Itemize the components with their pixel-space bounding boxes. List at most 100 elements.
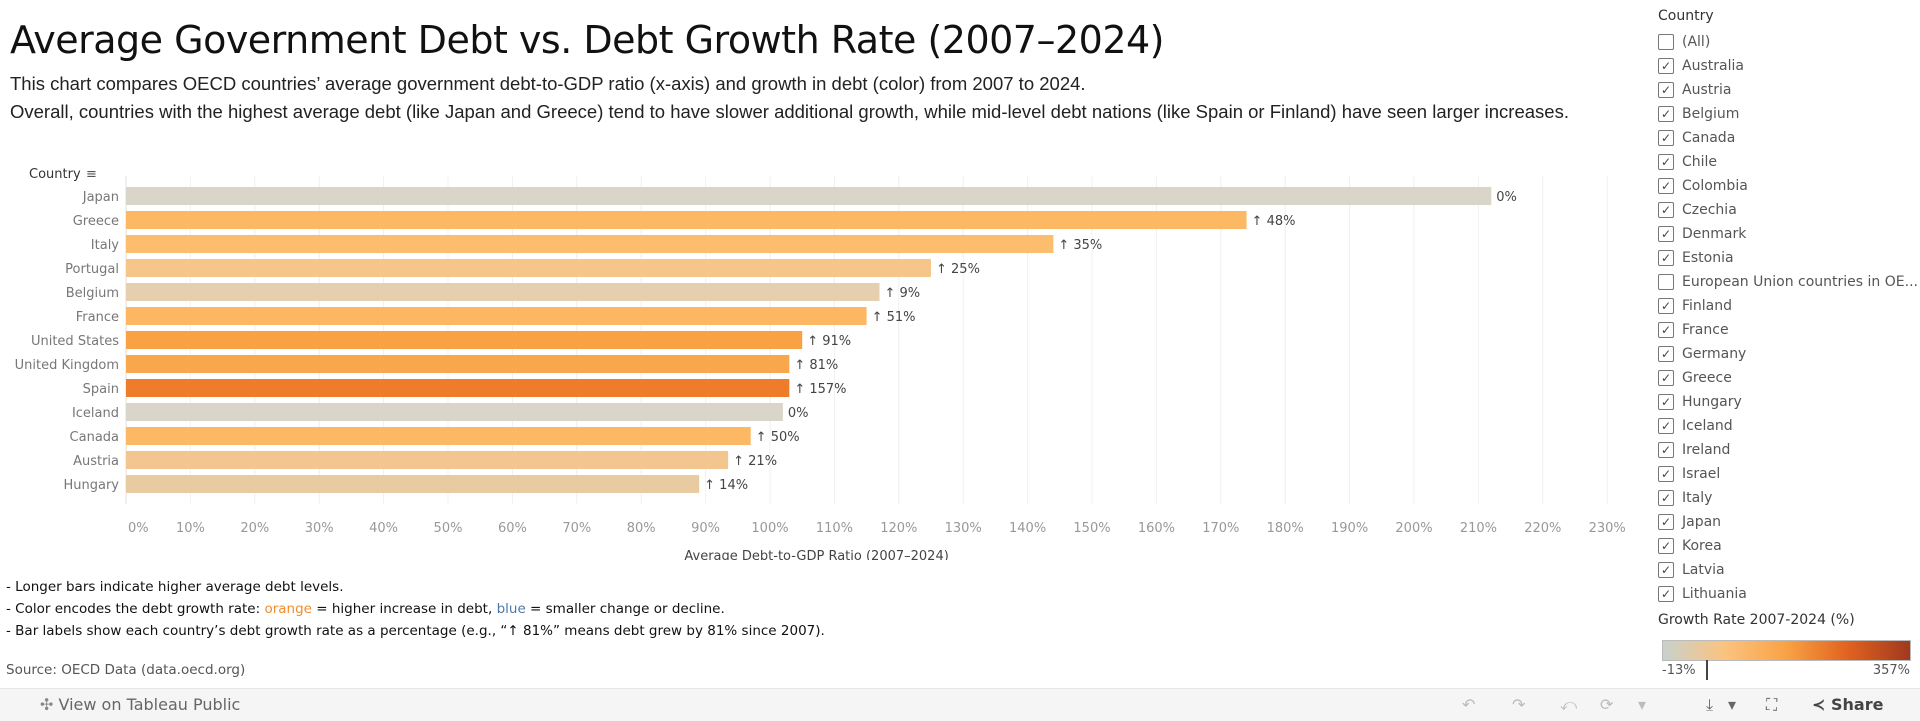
checkbox-checked-icon[interactable]: ✓: [1658, 58, 1674, 74]
sort-icon[interactable]: ≡: [86, 167, 97, 182]
filter-item[interactable]: ✓ Chile: [1658, 150, 1920, 174]
checkbox-checked-icon[interactable]: ✓: [1658, 418, 1674, 434]
refresh-icon[interactable]: ⟳: [1600, 695, 1614, 714]
checkbox-unchecked-icon[interactable]: [1658, 34, 1674, 50]
fullscreen-icon[interactable]: ⛶: [1766, 695, 1778, 714]
bar: [126, 235, 1054, 253]
filter-item[interactable]: ✓ Hungary: [1658, 390, 1920, 414]
filter-item[interactable]: ✓ Colombia: [1658, 174, 1920, 198]
filter-item-label: Lithuania: [1682, 586, 1747, 602]
checkbox-checked-icon[interactable]: ✓: [1658, 250, 1674, 266]
note-text: = higher increase in debt,: [311, 601, 497, 617]
checkbox-checked-icon[interactable]: ✓: [1658, 466, 1674, 482]
filter-item[interactable]: ✓ Belgium: [1658, 102, 1920, 126]
category-label: Iceland: [72, 406, 119, 421]
filter-item[interactable]: European Union countries in OE...: [1658, 270, 1920, 294]
category-label: Japan: [82, 190, 119, 205]
data-label: ↑ 81%: [794, 358, 838, 373]
bar: [126, 187, 1492, 205]
row-header: Country: [29, 167, 81, 182]
data-label: ↑ 157%: [794, 382, 846, 397]
download-icon[interactable]: ⤓: [1706, 695, 1714, 714]
filter-item[interactable]: ✓ France: [1658, 318, 1920, 342]
filter-item-label: Korea: [1682, 538, 1722, 554]
tableau-logo-icon: ✣: [40, 695, 54, 714]
note-line: - Longer bars indicate higher average de…: [6, 579, 344, 595]
checkbox-checked-icon[interactable]: ✓: [1658, 394, 1674, 410]
filter-item[interactable]: ✓ Estonia: [1658, 246, 1920, 270]
bar: [126, 331, 803, 349]
checkbox-checked-icon[interactable]: ✓: [1658, 562, 1674, 578]
checkbox-checked-icon[interactable]: ✓: [1658, 202, 1674, 218]
checkbox-checked-icon[interactable]: ✓: [1658, 178, 1674, 194]
filter-item[interactable]: ✓ Germany: [1658, 342, 1920, 366]
filter-item[interactable]: ✓ Israel: [1658, 462, 1920, 486]
checkbox-checked-icon[interactable]: ✓: [1658, 490, 1674, 506]
filter-item[interactable]: ✓ Lithuania: [1658, 582, 1920, 606]
note-blue: blue: [496, 601, 526, 617]
revert-icon[interactable]: ⤺: [1560, 695, 1578, 714]
data-label: ↑ 91%: [807, 334, 851, 349]
checkbox-checked-icon[interactable]: ✓: [1658, 82, 1674, 98]
filter-item[interactable]: ✓ Finland: [1658, 294, 1920, 318]
note-text: = smaller change or decline.: [525, 601, 725, 617]
category-label: Hungary: [63, 478, 119, 493]
filter-title: Country: [1658, 8, 1714, 24]
note-text: - Color encodes the debt growth rate:: [6, 601, 265, 617]
data-label: ↑ 51%: [872, 310, 916, 325]
filter-item[interactable]: ✓ Ireland: [1658, 438, 1920, 462]
checkbox-checked-icon[interactable]: ✓: [1658, 298, 1674, 314]
data-label: ↑ 50%: [756, 430, 800, 445]
checkbox-checked-icon[interactable]: ✓: [1658, 106, 1674, 122]
refresh-dropdown-icon[interactable]: ▾: [1638, 695, 1647, 714]
category-label: Canada: [70, 430, 119, 445]
color-legend-bar: [1662, 640, 1911, 661]
category-label: Spain: [83, 382, 119, 397]
data-label: ↑ 9%: [884, 286, 920, 301]
share-button[interactable]: ≺ Share: [1812, 695, 1883, 714]
checkbox-checked-icon[interactable]: ✓: [1658, 346, 1674, 362]
notes: - Longer bars indicate higher average de…: [6, 576, 825, 642]
filter-item[interactable]: ✓ Korea: [1658, 534, 1920, 558]
checkbox-checked-icon[interactable]: ✓: [1658, 442, 1674, 458]
x-tick-label: 150%: [1073, 521, 1110, 536]
x-tick-label: 0%: [128, 521, 149, 536]
filter-item-label: Finland: [1682, 298, 1733, 314]
download-dropdown-icon[interactable]: ▾: [1728, 695, 1737, 714]
filter-item-label: Colombia: [1682, 178, 1748, 194]
filter-item[interactable]: ✓ Latvia: [1658, 558, 1920, 582]
filter-item-label: (All): [1682, 34, 1711, 50]
checkbox-checked-icon[interactable]: ✓: [1658, 322, 1674, 338]
checkbox-unchecked-icon[interactable]: [1658, 274, 1674, 290]
filter-item[interactable]: ✓ Canada: [1658, 126, 1920, 150]
view-on-tableau-button[interactable]: ✣ View on Tableau Public: [40, 695, 240, 714]
checkbox-checked-icon[interactable]: ✓: [1658, 226, 1674, 242]
filter-item[interactable]: ✓ Italy: [1658, 486, 1920, 510]
checkbox-checked-icon[interactable]: ✓: [1658, 130, 1674, 146]
checkbox-checked-icon[interactable]: ✓: [1658, 538, 1674, 554]
redo-icon[interactable]: ↷: [1512, 695, 1526, 714]
filter-item[interactable]: ✓ Denmark: [1658, 222, 1920, 246]
category-label: Italy: [91, 238, 120, 253]
bar: [126, 307, 867, 325]
checkbox-checked-icon[interactable]: ✓: [1658, 514, 1674, 530]
data-label: 0%: [788, 406, 809, 421]
checkbox-checked-icon[interactable]: ✓: [1658, 586, 1674, 602]
filter-item[interactable]: ✓ Greece: [1658, 366, 1920, 390]
filter-item-label: Hungary: [1682, 394, 1742, 410]
filter-item[interactable]: ✓ Austria: [1658, 78, 1920, 102]
filter-item[interactable]: ✓ Japan: [1658, 510, 1920, 534]
undo-icon[interactable]: ↶: [1462, 695, 1476, 714]
x-tick-label: 190%: [1331, 521, 1368, 536]
filter-item-label: European Union countries in OE...: [1682, 274, 1918, 290]
filter-item[interactable]: ✓ Czechia: [1658, 198, 1920, 222]
filter-item[interactable]: (All): [1658, 30, 1920, 54]
bar: [126, 475, 700, 493]
legend-zero-marker: [1706, 660, 1708, 680]
filter-item[interactable]: ✓ Iceland: [1658, 414, 1920, 438]
checkbox-checked-icon[interactable]: ✓: [1658, 370, 1674, 386]
checkbox-checked-icon[interactable]: ✓: [1658, 154, 1674, 170]
filter-item[interactable]: ✓ Australia: [1658, 54, 1920, 78]
note-line: - Color encodes the debt growth rate: or…: [6, 598, 825, 620]
filter-item-label: Israel: [1682, 466, 1721, 482]
